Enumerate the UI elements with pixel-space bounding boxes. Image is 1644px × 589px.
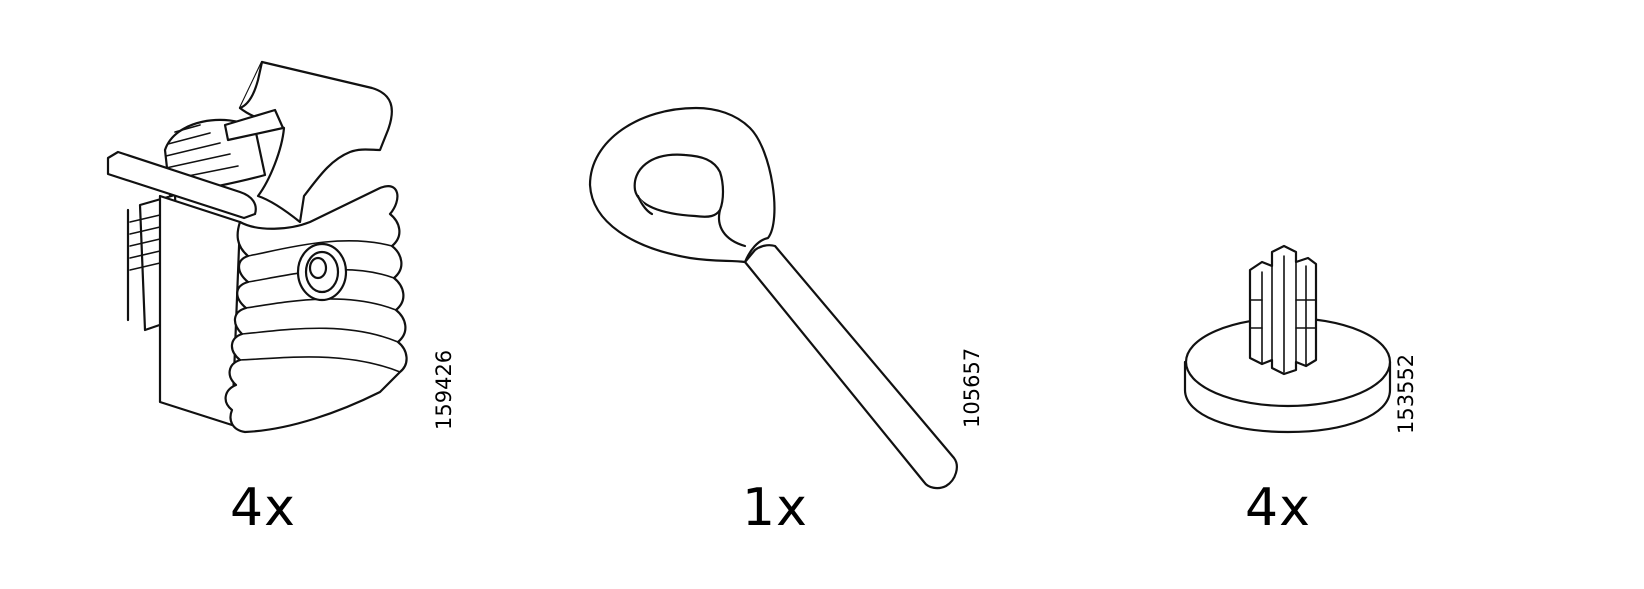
- article-number: 105657: [960, 347, 984, 428]
- quantity-label: 4x: [1245, 478, 1311, 538]
- article-number: 153552: [1394, 353, 1418, 434]
- part-1: 4x 159426: [0, 0, 520, 589]
- cross-pin-foot-icon: [1183, 244, 1392, 434]
- part-2: 1x 105657: [520, 0, 1040, 589]
- article-number: 159426: [432, 349, 456, 430]
- eye-screw-icon: [588, 106, 958, 490]
- part-3: 4x 153552: [1040, 0, 1644, 589]
- quantity-label: 1x: [742, 478, 808, 538]
- quantity-label: 4x: [230, 478, 296, 538]
- cable-clip-bracket-icon: [106, 60, 408, 434]
